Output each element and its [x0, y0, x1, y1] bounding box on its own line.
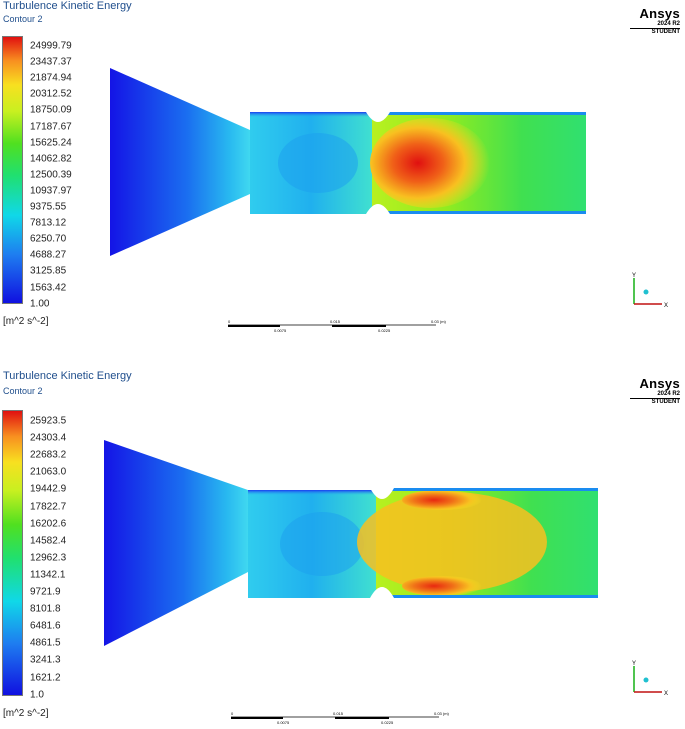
ansys-logo: Ansys 2024 R2 STUDENT [630, 6, 680, 35]
legend-tick: 14062.82 [30, 153, 72, 165]
contour-panel-1: Turbulence Kinetic Energy Contour 2 2499… [0, 0, 685, 345]
legend-tick: 12962.3 [30, 552, 67, 564]
legend-tick: 25923.5 [30, 415, 67, 427]
scale-label: 0.0225 [381, 720, 394, 725]
scale-bar: 0 0.015 0.03 (m) 0.0075 0.0225 [228, 319, 447, 333]
legend-tick: 20312.52 [30, 88, 72, 100]
inlet-cone [104, 440, 248, 646]
scale-label: 0.0075 [274, 328, 287, 333]
legend-tick: 16202.6 [30, 518, 67, 530]
legend-tick: 22683.2 [30, 449, 67, 461]
contour-panel-2: Turbulence Kinetic Energy Contour 2 2592… [0, 368, 685, 729]
axis-x-label: X [664, 691, 668, 697]
scale-bar: 0 0.015 0.03 (m) 0.0075 0.0225 [231, 711, 450, 725]
ansys-logo: Ansys 2024 R2 STUDENT [630, 376, 680, 405]
axis-x-label: X [664, 303, 668, 309]
legend-tick: 3241.3 [30, 654, 61, 666]
legend-tick: 14582.4 [30, 535, 67, 547]
scale-label: 0 [231, 711, 234, 716]
legend-tick: 24303.4 [30, 432, 67, 444]
legend-tick: 4861.5 [30, 637, 61, 649]
legend-tick: 10937.97 [30, 185, 72, 197]
legend-units: [m^2 s^-2] [3, 708, 49, 719]
constriction-top [366, 112, 390, 122]
plot-subtitle: Contour 2 [3, 14, 43, 24]
legend-tick: 15625.24 [30, 137, 72, 149]
legend-tick: 1.00 [30, 298, 50, 310]
legend-tick: 7813.12 [30, 217, 67, 229]
plot-title: Turbulence Kinetic Energy [3, 370, 132, 382]
brand-edition: STUDENT [651, 29, 680, 35]
color-legend-bar [2, 36, 23, 304]
inlet-cone [110, 68, 250, 256]
legend-tick: 4688.27 [30, 249, 67, 261]
brand-name: Ansys [639, 6, 680, 21]
scale-label: 0.03 (m) [434, 711, 450, 716]
color-legend-bar [2, 410, 23, 696]
axis-triad: Y X [632, 273, 668, 309]
scale-label: 0 [228, 319, 231, 324]
legend-tick: 8101.8 [30, 603, 61, 615]
legend-tick: 6250.70 [30, 233, 67, 245]
legend-tick: 21874.94 [30, 72, 72, 84]
legend-tick: 23437.37 [30, 56, 72, 68]
axis-triad: Y X [632, 661, 668, 697]
legend-tick: 17187.67 [30, 121, 72, 132]
legend-tick: 11342.1 [30, 569, 66, 581]
contour-plot [110, 68, 586, 256]
brand-version: 2024 R2 [630, 21, 680, 29]
legend-tick: 1621.2 [30, 672, 61, 683]
legend-tick: 18750.09 [30, 104, 72, 116]
hot-zone [370, 118, 490, 208]
constriction-bottom [366, 204, 390, 214]
scale-label: 0.0075 [277, 720, 290, 725]
scale-label: 0.03 (m) [431, 319, 447, 324]
plot-subtitle: Contour 2 [3, 386, 43, 396]
axis-y-label: Y [632, 273, 636, 279]
legend-tick: 9375.55 [30, 201, 67, 213]
hot-zone [357, 492, 547, 592]
legend-tick: 6481.6 [30, 620, 61, 632]
legend-tick: 9721.9 [30, 586, 61, 598]
legend-tick: 12500.39 [30, 169, 72, 181]
legend-units: [m^2 s^-2] [3, 316, 49, 327]
scale-label: 0.0225 [378, 328, 391, 333]
contour-plot [104, 440, 598, 646]
legend-tick: 3125.85 [30, 265, 67, 277]
hot-zone-lower [402, 576, 482, 596]
constriction-bottom [370, 587, 394, 598]
brand-version: 2024 R2 [630, 391, 680, 399]
constriction-top [370, 488, 394, 499]
brand-name: Ansys [639, 376, 680, 391]
legend-tick: 17822.7 [30, 501, 67, 512]
plot-title: Turbulence Kinetic Energy [3, 0, 132, 12]
legend-tick: 1.0 [30, 689, 44, 701]
legend-tick: 1563.42 [30, 282, 67, 293]
brand-edition: STUDENT [651, 399, 680, 405]
legend-tick: 24999.79 [30, 40, 72, 52]
legend-tick: 19442.9 [30, 483, 67, 495]
hot-zone-upper [402, 490, 482, 510]
legend-tick: 21063.0 [30, 466, 67, 478]
scale-label: 0.015 [333, 711, 344, 716]
axis-y-label: Y [632, 661, 636, 667]
scale-label: 0.015 [330, 319, 341, 324]
